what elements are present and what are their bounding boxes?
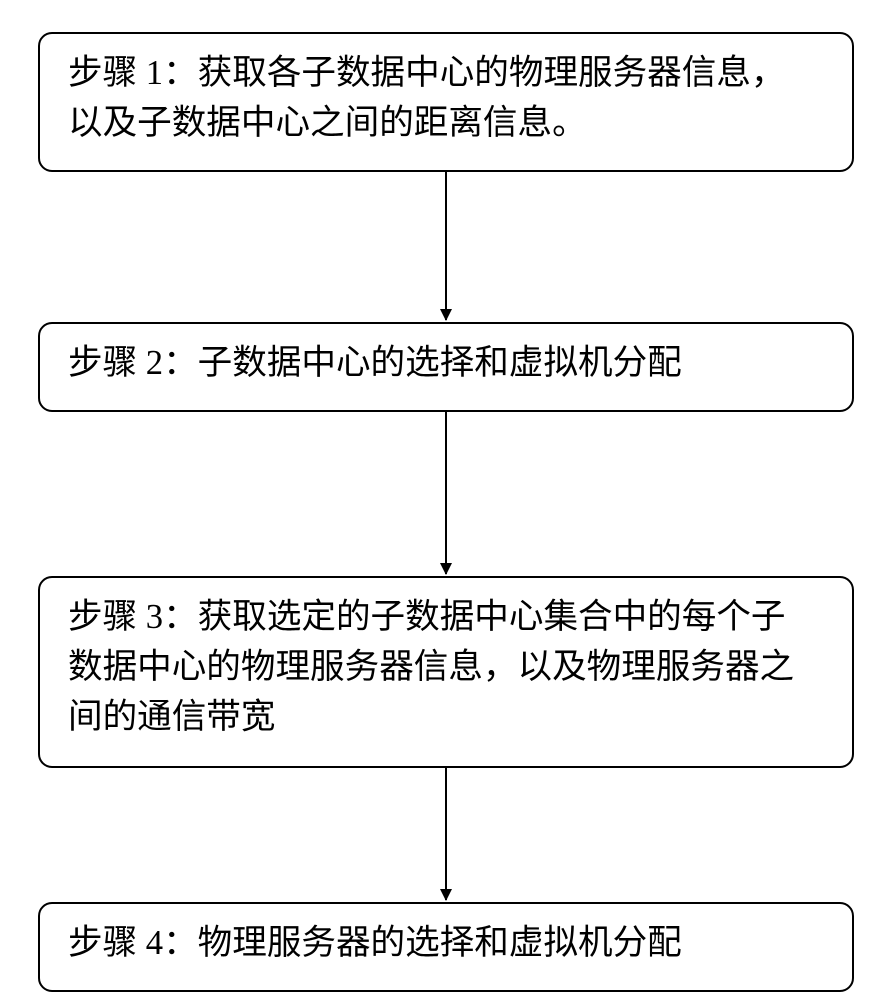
node-label: 步骤 3：获取选定的子数据中心集合中的每个子 数据中心的物理服务器信息，以及物理… <box>68 592 794 742</box>
flowchart-node-step1: 步骤 1：获取各子数据中心的物理服务器信息， 以及子数据中心之间的距离信息。 <box>38 32 854 172</box>
flowchart-node-step3: 步骤 3：获取选定的子数据中心集合中的每个子 数据中心的物理服务器信息，以及物理… <box>38 576 854 768</box>
flowchart-node-step2: 步骤 2：子数据中心的选择和虚拟机分配 <box>38 322 854 412</box>
node-label: 步骤 4：物理服务器的选择和虚拟机分配 <box>68 918 682 968</box>
node-label: 步骤 1：获取各子数据中心的物理服务器信息， 以及子数据中心之间的距离信息。 <box>68 48 786 148</box>
flowchart-canvas: 步骤 1：获取各子数据中心的物理服务器信息， 以及子数据中心之间的距离信息。 步… <box>0 0 892 1000</box>
node-label: 步骤 2：子数据中心的选择和虚拟机分配 <box>68 338 682 388</box>
flowchart-node-step4: 步骤 4：物理服务器的选择和虚拟机分配 <box>38 902 854 992</box>
